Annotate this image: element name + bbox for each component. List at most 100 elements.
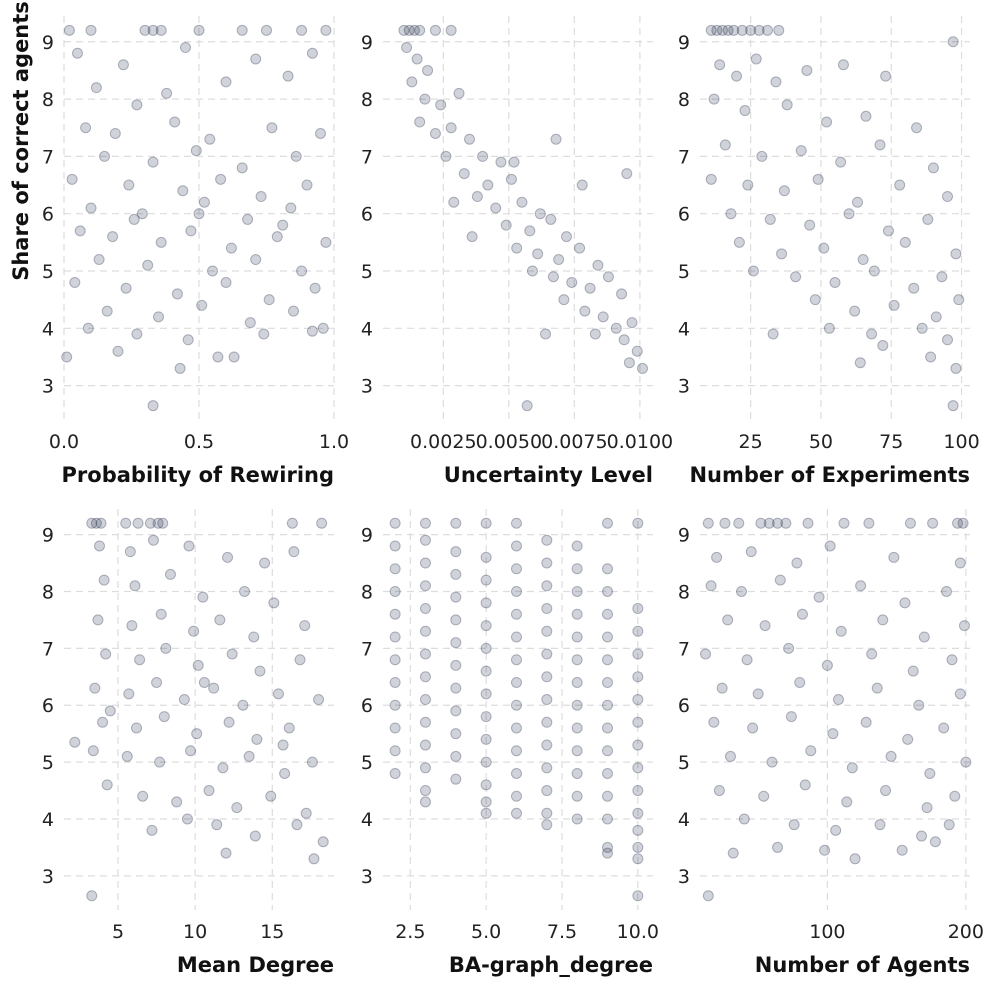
panel-probability-of-rewiring: 3 4 5 6 7 8 9 0.0 0.5 1.0 Probability of Rewiring S… — [9, 1, 349, 487]
data-point — [268, 597, 280, 609]
data-point — [759, 620, 771, 632]
data-point — [632, 807, 644, 819]
data-point — [198, 676, 210, 688]
data-point — [943, 819, 955, 831]
data-point — [708, 716, 720, 728]
data-point — [458, 168, 470, 180]
data-point — [805, 745, 817, 757]
y-tick-label: 6 — [42, 204, 54, 226]
data-point — [841, 796, 853, 808]
panel-number-of-agents: 3 4 5 6 7 8 9 100 200 Number of Agents — [678, 509, 984, 977]
data-point — [918, 631, 930, 643]
data-point — [258, 328, 270, 340]
y-tick-label: 9 — [361, 32, 373, 54]
data-point — [309, 282, 321, 294]
data-point — [621, 168, 633, 180]
data-point — [601, 847, 613, 859]
data-point — [560, 231, 572, 243]
data-point — [804, 219, 816, 231]
data-point — [419, 739, 431, 751]
data-point — [711, 551, 723, 563]
y-tick-label: 4 — [42, 809, 54, 831]
data-point — [745, 24, 757, 36]
data-point — [121, 750, 133, 762]
data-point — [99, 150, 110, 162]
data-point — [813, 591, 825, 603]
data-point — [146, 824, 158, 836]
panel-ba-graph-degree: 3 4 5 6 7 8 9 2.5 5.0 7.5 10.0 BA-graph_degree — [361, 509, 659, 977]
y-tick-label: 7 — [42, 146, 54, 168]
data-point — [182, 334, 194, 346]
data-point — [877, 614, 889, 626]
data-point — [266, 122, 278, 134]
data-point — [952, 517, 964, 529]
data-point — [142, 259, 154, 271]
data-point — [101, 305, 113, 317]
data-point — [419, 534, 431, 546]
data-point — [401, 42, 413, 54]
data-point — [830, 824, 842, 836]
x-tick-label: 0.0025 — [410, 431, 476, 453]
data-point — [954, 688, 966, 700]
data-point — [389, 540, 401, 552]
data-point — [98, 574, 110, 586]
data-point — [152, 517, 164, 529]
data-point — [414, 24, 426, 36]
data-point — [958, 620, 970, 632]
data-point — [632, 716, 644, 728]
y-tick-label: 4 — [361, 318, 373, 340]
data-point — [261, 24, 272, 36]
data-point — [929, 836, 941, 848]
x-tick-label: 75 — [879, 431, 903, 453]
data-point — [389, 608, 401, 620]
data-point — [69, 276, 81, 288]
data-point — [193, 24, 205, 36]
y-tick-label: 6 — [678, 204, 690, 226]
data-point — [306, 325, 318, 337]
data-point — [157, 517, 169, 529]
data-point — [601, 585, 613, 597]
data-point — [601, 813, 613, 825]
data-point — [541, 580, 553, 592]
data-point — [755, 517, 767, 529]
data-point — [158, 711, 170, 723]
y-tick-label: 7 — [678, 638, 690, 660]
x-axis-label: Number of Experiments — [689, 463, 970, 487]
x-tick-label: 10.0 — [617, 921, 659, 943]
data-point — [877, 340, 889, 352]
data-point — [510, 654, 522, 666]
data-point — [632, 824, 644, 836]
data-point — [419, 796, 431, 808]
data-point — [719, 517, 731, 529]
data-point — [290, 150, 302, 162]
data-point — [480, 597, 492, 609]
data-point — [860, 110, 872, 122]
data-point — [389, 631, 401, 643]
data-point — [123, 688, 135, 700]
data-point — [147, 24, 159, 36]
data-point — [212, 351, 224, 363]
y-tick-label: 8 — [361, 89, 373, 111]
y-tick-label: 5 — [361, 752, 373, 774]
data-point — [155, 24, 167, 36]
data-point — [294, 654, 306, 666]
data-point — [508, 156, 520, 168]
data-point — [510, 517, 522, 529]
data-point — [171, 796, 183, 808]
data-point — [849, 853, 861, 865]
data-point — [571, 767, 583, 779]
data-point — [947, 400, 959, 412]
data-point — [837, 59, 849, 71]
data-point — [450, 659, 462, 671]
data-point — [255, 191, 267, 203]
data-point — [899, 236, 911, 248]
data-point — [250, 53, 262, 65]
data-point — [196, 299, 208, 311]
data-point — [180, 42, 191, 54]
data-point — [916, 830, 928, 842]
y-tick-label: 3 — [361, 866, 373, 888]
data-point — [510, 745, 522, 757]
data-point — [231, 802, 243, 814]
data-point — [601, 563, 613, 575]
data-point — [101, 779, 113, 791]
